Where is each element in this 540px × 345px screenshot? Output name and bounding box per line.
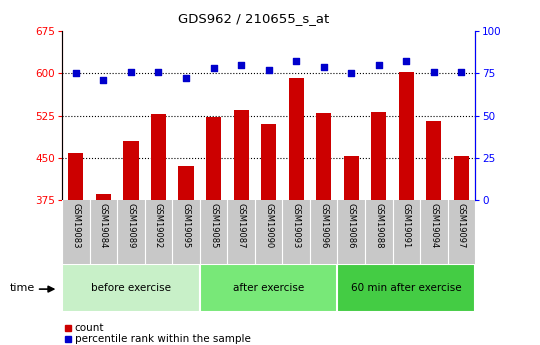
Point — [402, 59, 410, 64]
Text: percentile rank within the sample: percentile rank within the sample — [75, 334, 251, 344]
Bar — [200, 264, 338, 312]
Text: GSM19083: GSM19083 — [71, 203, 80, 249]
Bar — [206, 117, 221, 200]
Bar — [454, 156, 469, 200]
Point — [210, 66, 218, 71]
Point — [347, 70, 355, 76]
Point — [265, 67, 273, 73]
Point — [99, 77, 108, 83]
Bar — [151, 115, 166, 200]
Text: time: time — [10, 283, 35, 293]
Point — [429, 69, 438, 75]
Point — [237, 62, 245, 68]
Text: GSM19089: GSM19089 — [126, 203, 136, 249]
Text: GSM19095: GSM19095 — [181, 203, 191, 248]
Bar — [233, 110, 249, 200]
Text: GSM19085: GSM19085 — [209, 203, 218, 249]
Point — [126, 69, 135, 75]
Bar — [68, 153, 84, 200]
Point — [181, 76, 190, 81]
Bar — [178, 166, 194, 200]
Text: GSM19084: GSM19084 — [99, 203, 108, 249]
Text: GSM19088: GSM19088 — [374, 203, 383, 249]
Bar — [123, 141, 139, 200]
Text: 60 min after exercise: 60 min after exercise — [351, 283, 462, 293]
Text: GSM19086: GSM19086 — [347, 203, 356, 249]
Bar — [261, 124, 276, 200]
Text: GSM19097: GSM19097 — [457, 203, 466, 249]
Bar — [426, 121, 442, 200]
Text: GSM19091: GSM19091 — [402, 203, 411, 248]
Point — [154, 69, 163, 75]
Text: after exercise: after exercise — [233, 283, 304, 293]
Bar — [288, 78, 304, 200]
Bar — [338, 264, 475, 312]
Bar — [399, 72, 414, 200]
Point — [319, 64, 328, 69]
Text: GSM19092: GSM19092 — [154, 203, 163, 248]
Bar — [316, 113, 332, 200]
Text: GSM19087: GSM19087 — [237, 203, 246, 249]
Text: GDS962 / 210655_s_at: GDS962 / 210655_s_at — [178, 12, 329, 25]
Bar — [96, 195, 111, 200]
Bar — [343, 156, 359, 200]
Point — [374, 62, 383, 68]
Bar — [371, 112, 387, 200]
Text: before exercise: before exercise — [91, 283, 171, 293]
Point — [292, 59, 300, 64]
Text: GSM19096: GSM19096 — [319, 203, 328, 249]
Text: GSM19090: GSM19090 — [264, 203, 273, 248]
Text: GSM19093: GSM19093 — [292, 203, 301, 249]
Point — [457, 69, 465, 75]
Text: count: count — [75, 324, 104, 333]
Point — [71, 70, 80, 76]
Bar — [62, 264, 200, 312]
Text: GSM19094: GSM19094 — [429, 203, 438, 248]
